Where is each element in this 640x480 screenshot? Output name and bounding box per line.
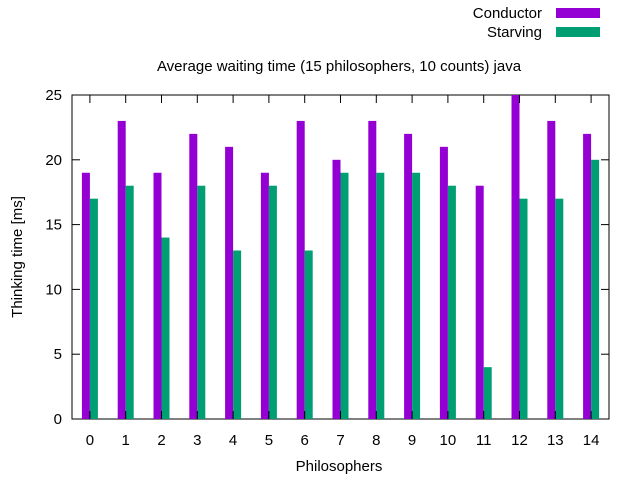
y-axis-label: Thinking time [ms]	[9, 196, 26, 318]
bar-starving-11	[483, 367, 492, 419]
x-tick-label: 10	[440, 432, 457, 449]
bar-starving-4	[233, 250, 242, 419]
x-tick-label: 12	[511, 432, 528, 449]
x-tick-label: 5	[265, 432, 273, 449]
legend: Conductor Starving	[473, 5, 600, 41]
y-tick-label: 5	[54, 346, 62, 363]
legend-swatch-starving	[556, 27, 600, 37]
x-axis-label: Philosophers	[296, 458, 383, 475]
bar-conductor-2	[153, 172, 162, 419]
bar-starving-5	[268, 185, 277, 419]
bar-starving-1	[125, 185, 134, 419]
y-tick-label: 10	[45, 281, 62, 298]
bar-starving-0	[89, 198, 98, 419]
bar-starving-12	[519, 198, 528, 419]
bar-conductor-9	[404, 133, 413, 419]
bar-starving-3	[197, 185, 206, 419]
bar-conductor-0	[81, 172, 90, 419]
chart-title: Average waiting time (15 philosophers, 1…	[157, 58, 522, 75]
x-tick-label: 6	[301, 432, 309, 449]
x-tick-label: 14	[583, 432, 600, 449]
bar-starving-14	[591, 159, 600, 420]
legend-label-conductor: Conductor	[473, 5, 542, 22]
bar-conductor-1	[117, 120, 126, 420]
legend-swatch-conductor	[556, 8, 600, 18]
bar-conductor-7	[332, 159, 341, 420]
x-ticks: 0 1 2 3 4 5 6 7 8 9 10 11 12 13 14	[86, 95, 600, 449]
legend-label-starving: Starving	[487, 24, 542, 41]
x-tick-label: 0	[86, 432, 94, 449]
bar-starving-9	[412, 172, 421, 419]
y-tick-label: 20	[45, 152, 62, 169]
x-tick-label: 4	[229, 432, 237, 449]
bar-conductor-8	[368, 120, 377, 420]
bar-starving-10	[447, 185, 456, 419]
bar-conductor-10	[439, 146, 448, 419]
bar-conductor-3	[189, 133, 198, 419]
x-tick-label: 8	[372, 432, 380, 449]
bar-conductor-4	[225, 146, 234, 419]
bar-conductor-6	[296, 120, 305, 420]
x-tick-label: 3	[193, 432, 201, 449]
y-tick-label: 25	[45, 87, 62, 104]
y-tick-label: 15	[45, 217, 62, 234]
y-ticks: 0 5 10 15 20 25	[45, 87, 609, 428]
bar-conductor-13	[547, 120, 556, 420]
bar-starving-13	[555, 198, 564, 419]
bar-conductor-14	[583, 133, 592, 419]
bar-conductor-5	[260, 172, 269, 419]
x-tick-label: 2	[157, 432, 165, 449]
x-tick-label: 11	[476, 432, 492, 449]
bar-conductor-12	[511, 95, 520, 419]
y-tick-label: 0	[54, 411, 62, 428]
bar-starving-7	[340, 172, 349, 419]
bar-starving-2	[161, 237, 170, 419]
bar-starving-6	[304, 250, 313, 419]
bar-conductor-11	[475, 185, 484, 419]
x-tick-label: 9	[408, 432, 416, 449]
bars-group	[81, 95, 600, 420]
x-tick-label: 1	[122, 432, 130, 449]
x-tick-label: 7	[336, 432, 344, 449]
x-tick-label: 13	[547, 432, 564, 449]
bar-starving-8	[376, 172, 385, 419]
